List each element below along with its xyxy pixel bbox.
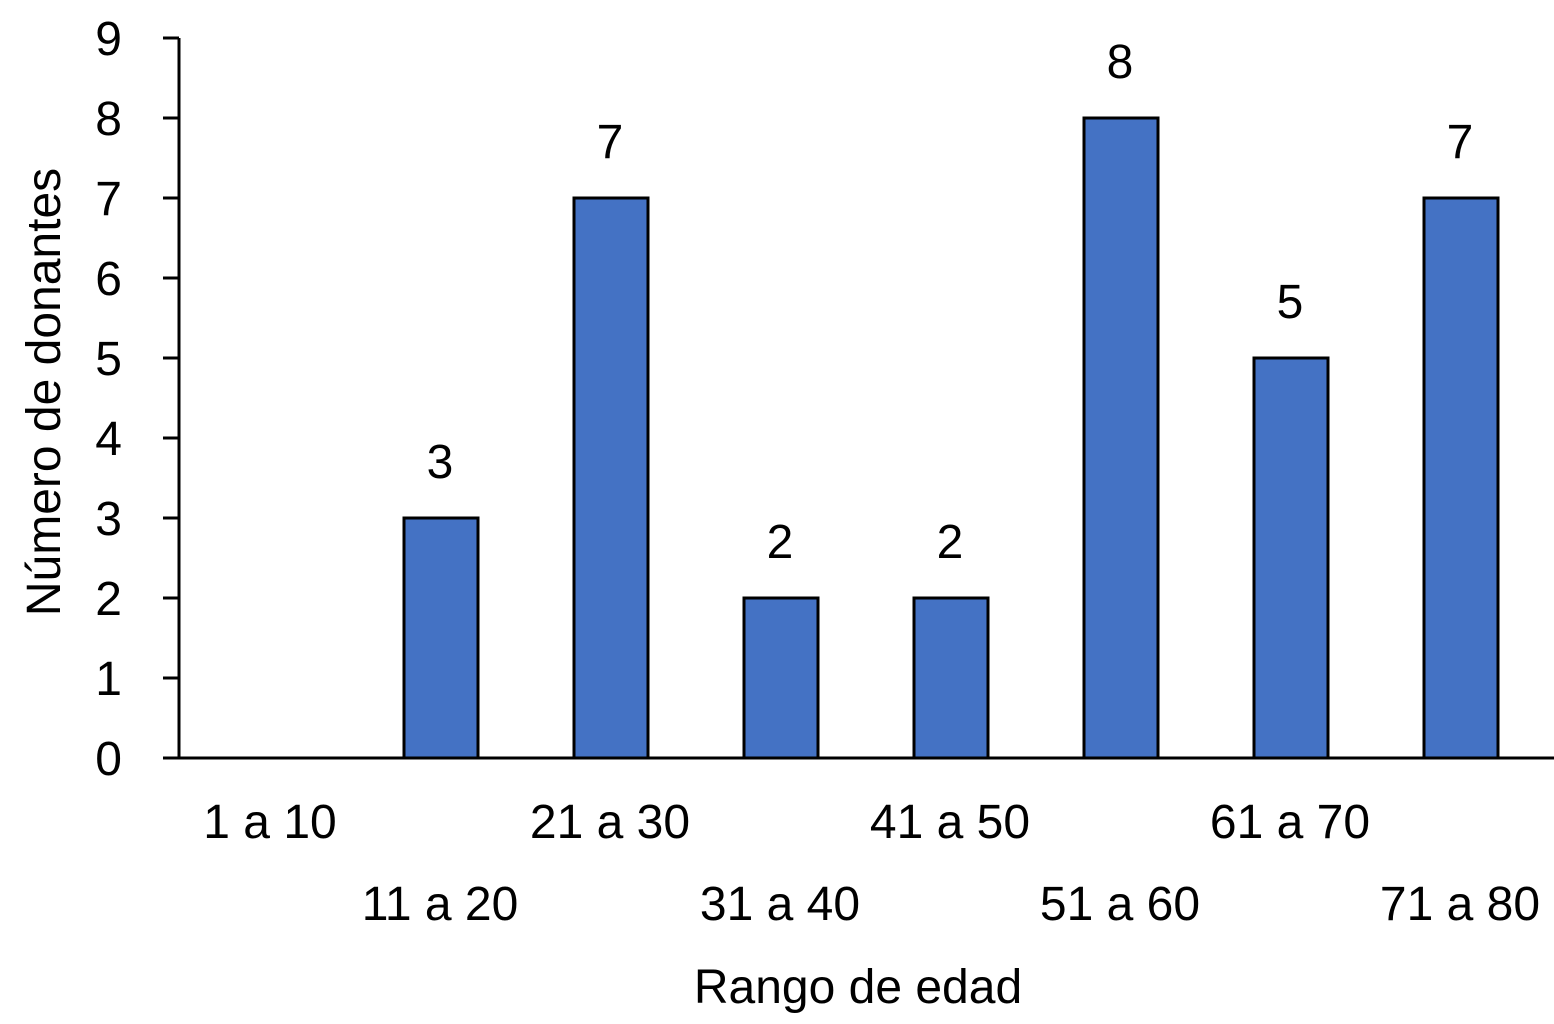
y-tick-label: 6	[95, 253, 122, 306]
y-tick-label: 0	[95, 733, 122, 786]
bar	[1082, 116, 1160, 760]
data-label: 8	[1107, 36, 1134, 89]
x-category-label: 71 a 80	[1380, 878, 1540, 931]
data-label: 3	[427, 436, 454, 489]
x-category-label: 21 a 30	[530, 796, 690, 849]
bar	[1252, 356, 1330, 760]
y-tick-label: 9	[95, 13, 122, 66]
y-tick-label: 7	[95, 173, 122, 226]
data-label: 7	[597, 116, 624, 169]
y-axis-title: Número de donantes	[18, 168, 71, 616]
bar	[1422, 196, 1500, 760]
x-axis-title: Rango de edad	[694, 961, 1022, 1014]
data-label: 7	[1447, 116, 1474, 169]
x-category-label: 41 a 50	[870, 796, 1030, 849]
y-tick-label: 3	[95, 493, 122, 546]
data-label: 2	[767, 516, 794, 569]
y-tick-label: 5	[95, 333, 122, 386]
x-category-label: 61 a 70	[1210, 796, 1370, 849]
bar	[402, 516, 480, 760]
y-tick-label: 2	[95, 573, 122, 626]
y-axis-ticks: 0 1 2 3 4 5 6 7 8 9	[95, 13, 179, 786]
y-tick-label: 4	[95, 413, 122, 466]
y-tick-label: 1	[95, 653, 122, 706]
y-tick-label: 8	[95, 93, 122, 146]
x-category-label: 31 a 40	[700, 878, 860, 931]
bar	[742, 596, 820, 760]
data-label: 5	[1277, 276, 1304, 329]
x-category-label: 1 a 10	[203, 796, 336, 849]
x-category-label: 51 a 60	[1040, 878, 1200, 931]
x-category-label: 11 a 20	[362, 878, 519, 931]
data-labels: 3 7 2 2 8 5 7	[427, 36, 1474, 569]
data-label: 2	[937, 516, 964, 569]
bar	[572, 196, 650, 760]
bar	[912, 596, 990, 760]
bars	[402, 116, 1500, 760]
